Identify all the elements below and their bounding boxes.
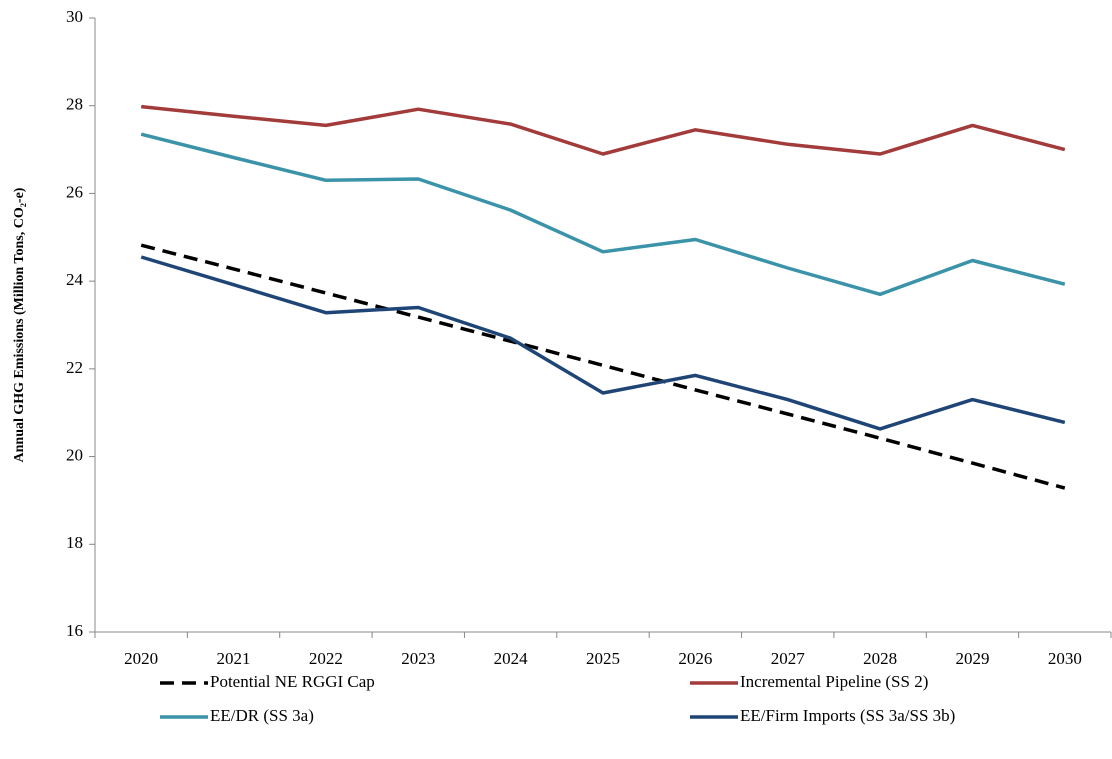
x-tick-label: 2030 [1048, 649, 1082, 668]
series-line [140, 243, 1066, 490]
y-tick-label: 16 [66, 621, 83, 640]
series-line [141, 104, 1066, 156]
y-tick-label: 20 [66, 445, 83, 464]
y-tick-label: 26 [66, 182, 83, 201]
y-tick-label: 24 [66, 270, 84, 289]
y-tick-label: 18 [66, 533, 83, 552]
x-tick-label: 2028 [863, 649, 897, 668]
x-tick-label: 2027 [771, 649, 806, 668]
legend-label: EE/Firm Imports (SS 3a/SS 3b) [740, 706, 955, 725]
y-tick-label: 28 [66, 95, 83, 114]
x-tick-label: 2024 [494, 649, 529, 668]
x-tick-label: 2023 [401, 649, 435, 668]
legend-label: EE/DR (SS 3a) [210, 706, 314, 725]
legend-label: Potential NE RGGI Cap [210, 672, 375, 691]
legend-label: Incremental Pipeline (SS 2) [740, 672, 928, 691]
x-tick-label: 2021 [217, 649, 251, 668]
series-line [140, 255, 1066, 431]
series-line [140, 132, 1066, 297]
x-tick-label: 2026 [678, 649, 712, 668]
y-tick-label: 30 [66, 7, 83, 26]
x-tick-label: 2029 [955, 649, 989, 668]
y-tick-label: 22 [66, 358, 83, 377]
x-tick-label: 2025 [586, 649, 620, 668]
y-axis-label: Annual GHG Emissions (Million Tons, CO₂-… [12, 187, 27, 462]
x-tick-label: 2020 [124, 649, 158, 668]
x-tick-label: 2022 [309, 649, 343, 668]
